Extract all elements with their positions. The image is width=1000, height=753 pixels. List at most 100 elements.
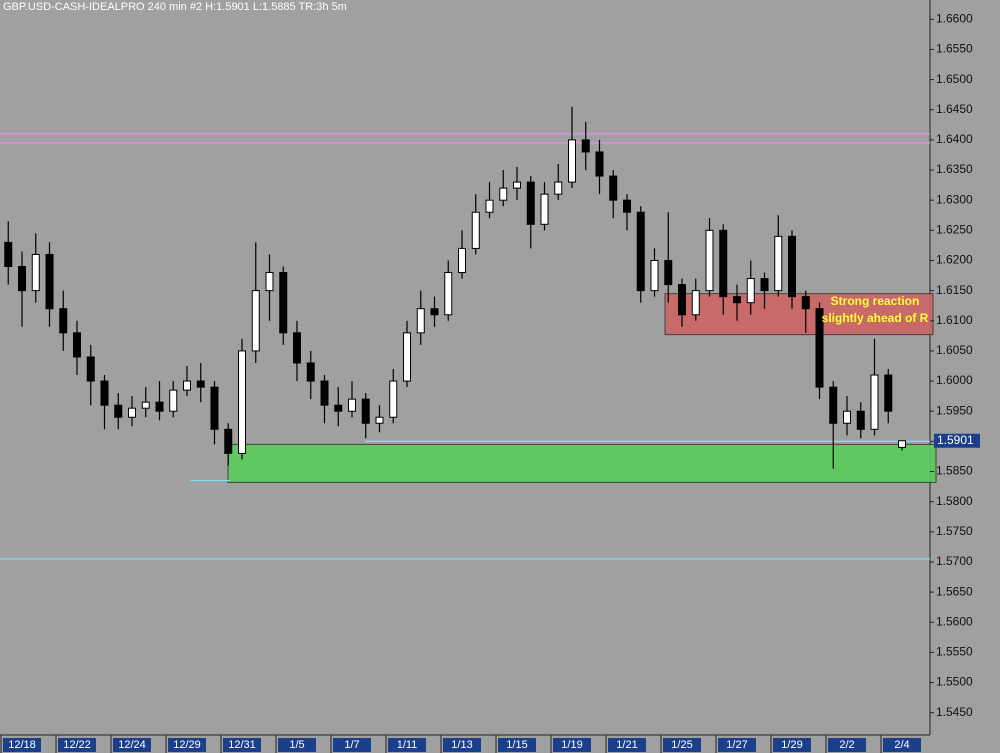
- x-tick-box: [443, 738, 481, 752]
- candle-body: [251, 290, 260, 352]
- candle-body: [141, 401, 150, 409]
- candle-body: [884, 374, 893, 412]
- y-tick-label: 1.6150: [936, 283, 973, 297]
- candle-body: [843, 410, 851, 424]
- candle-body: [801, 296, 810, 310]
- x-tick-box: [773, 738, 811, 752]
- annotation: Strong reaction: [831, 294, 920, 308]
- candle-body: [114, 404, 123, 418]
- y-tick-label: 1.6400: [936, 132, 973, 146]
- candle-body: [320, 380, 329, 406]
- candle-body: [45, 253, 54, 310]
- candle-body: [471, 211, 480, 249]
- y-tick-label: 1.5950: [936, 403, 973, 417]
- candle-body: [416, 308, 425, 334]
- price-axis-panel: [930, 0, 1000, 735]
- x-tick-box: [3, 738, 41, 752]
- candle-body: [196, 380, 205, 388]
- x-tick-label: 1/19: [561, 739, 582, 751]
- candle-body: [815, 308, 824, 388]
- y-tick-label: 1.6100: [936, 313, 973, 327]
- y-tick-label: 1.6050: [936, 343, 973, 357]
- candle-body: [293, 332, 301, 364]
- candle-body: [760, 278, 769, 292]
- x-tick-box: [278, 738, 316, 752]
- candle-body: [403, 332, 411, 382]
- candle-body: [4, 241, 13, 268]
- y-tick-label: 1.6000: [936, 373, 973, 387]
- x-tick-label: 1/5: [289, 739, 304, 751]
- candle-body: [375, 416, 384, 424]
- x-tick-label: 2/2: [839, 739, 854, 751]
- x-tick-box: [58, 738, 96, 752]
- candle-body: [774, 235, 783, 292]
- x-tick-box: [663, 738, 701, 752]
- x-tick-label: 12/24: [118, 739, 146, 751]
- y-tick-label: 1.5450: [936, 705, 973, 719]
- x-tick-box: [388, 738, 426, 752]
- x-tick-box: [333, 738, 371, 752]
- y-tick-label: 1.5850: [936, 464, 973, 478]
- x-tick-label: 12/29: [173, 739, 201, 751]
- candle-body: [513, 181, 521, 189]
- candle-body: [31, 253, 40, 292]
- candle-body: [73, 332, 81, 358]
- candle-body: [650, 259, 659, 292]
- candle-body: [128, 407, 136, 418]
- candle-body: [210, 386, 219, 430]
- x-tick-box: [553, 738, 591, 752]
- candle-body: [499, 187, 508, 201]
- candle-body: [279, 272, 288, 334]
- candle-body: [870, 374, 879, 430]
- x-tick-label: 1/13: [451, 739, 472, 751]
- candle-body: [733, 296, 741, 304]
- x-tick-box: [718, 738, 756, 752]
- candle-body: [719, 229, 728, 298]
- candle-body: [389, 380, 398, 418]
- candle-body: [183, 380, 191, 391]
- x-tick-label: 1/15: [506, 739, 527, 751]
- candle-body: [458, 247, 466, 274]
- candle-body: [664, 259, 673, 286]
- zone: [227, 443, 937, 483]
- candle-body: [169, 389, 178, 412]
- x-tick-box: [498, 738, 536, 752]
- candle-body: [334, 404, 343, 412]
- annotation: slightly ahead of R: [822, 311, 929, 325]
- x-tick-label: 1/21: [616, 739, 637, 751]
- candle-body: [856, 410, 865, 430]
- x-tick-box: [168, 738, 206, 752]
- candle-body: [540, 193, 549, 225]
- y-tick-label: 1.5650: [936, 584, 973, 598]
- y-tick-label: 1.6200: [936, 253, 973, 267]
- candle-body: [705, 229, 714, 292]
- candle-body: [609, 175, 618, 201]
- candle-body: [444, 272, 453, 316]
- candle-body: [224, 428, 233, 454]
- candle-body: [348, 398, 356, 412]
- candle-body: [155, 401, 164, 412]
- x-tick-label: 1/27: [726, 739, 747, 751]
- x-tick-label: 1/25: [671, 739, 692, 751]
- candle-body: [691, 290, 700, 316]
- candle-body: [361, 398, 370, 424]
- candle-body: [623, 199, 631, 213]
- candle-body: [59, 308, 68, 334]
- y-tick-label: 1.5750: [936, 524, 973, 538]
- candle-body: [526, 181, 535, 225]
- x-tick-label: 12/18: [8, 739, 36, 751]
- x-tick-label: 1/7: [344, 739, 359, 751]
- x-tick-label: 12/31: [228, 739, 256, 751]
- candle-body: [581, 139, 590, 153]
- y-tick-label: 1.6600: [936, 11, 973, 25]
- candle-body: [306, 362, 315, 382]
- candle-body: [568, 139, 576, 183]
- candle-body: [898, 440, 906, 448]
- candle-body: [554, 181, 563, 195]
- y-tick-label: 1.6500: [936, 72, 973, 86]
- y-tick-label: 1.5500: [936, 675, 973, 689]
- y-tick-label: 1.6350: [936, 162, 973, 176]
- candle-body: [86, 356, 95, 382]
- candle-body: [18, 266, 26, 292]
